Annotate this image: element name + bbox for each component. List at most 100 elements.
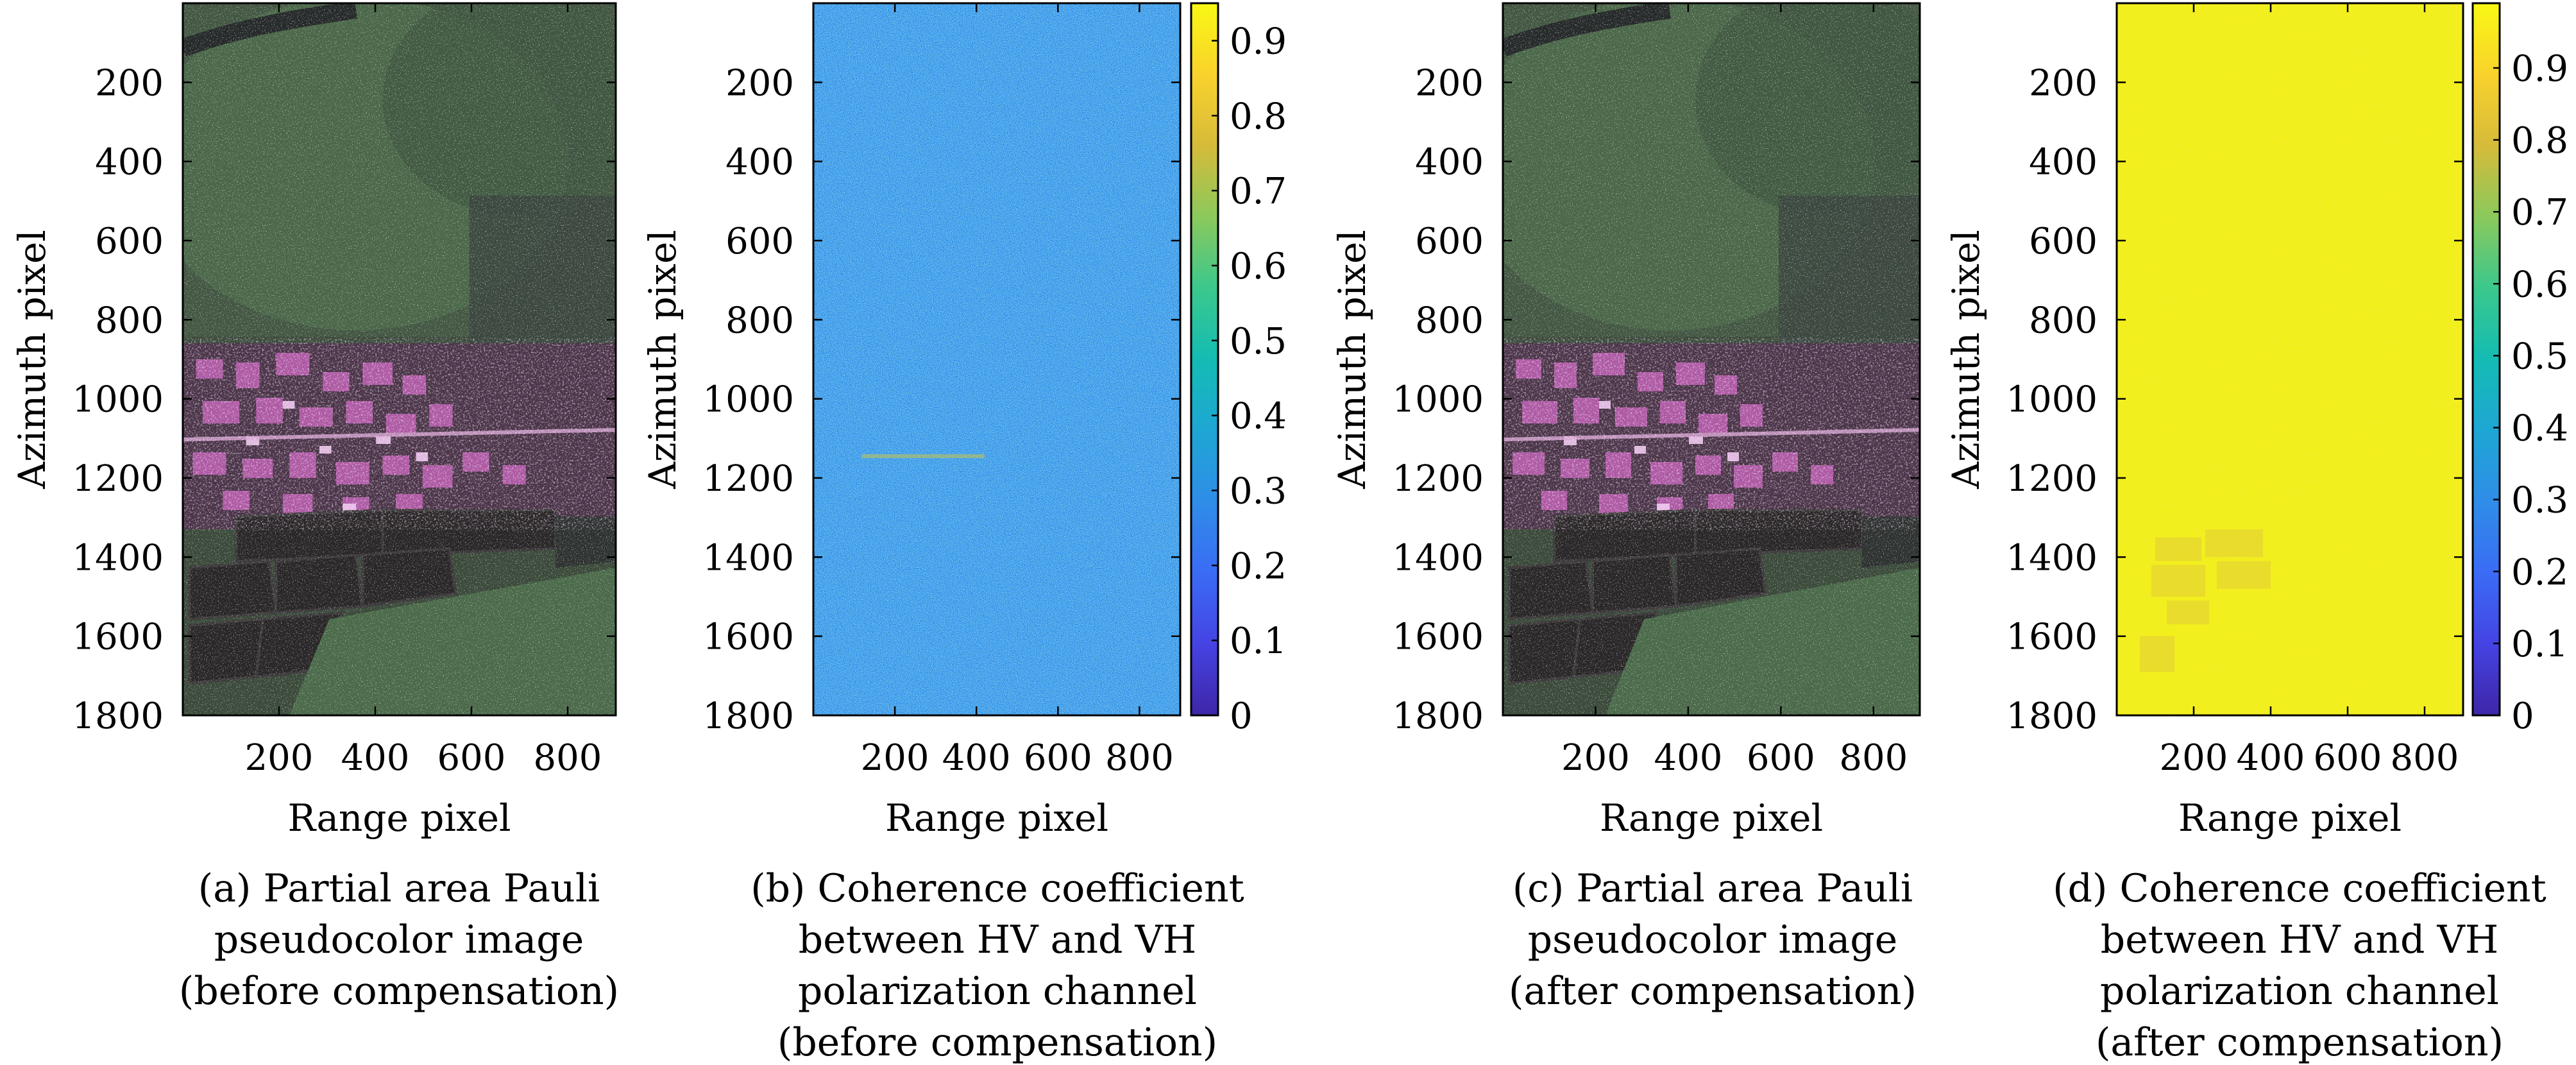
y-tick-label: 1600 [72,617,164,658]
colorbar-tick-label: 0.2 [2511,552,2568,593]
x-tick-label: 200 [861,737,929,779]
x-tick-label: 400 [341,737,410,779]
panel-d: 200 400 600 8002004006008001000120014001600… [1944,2,2568,1065]
panel-d-frame [2115,2,2464,717]
panel-a-caption: (a) Partial area Pauli pseudocolor image (… [179,866,619,1014]
panel-a-image [183,3,616,715]
caption-line: (a) Partial area Pauli [198,866,600,911]
caption-line: (after compensation) [1509,969,1917,1014]
y-axis-label: Azimuth pixel [641,230,684,490]
y-tick-label: 1200 [72,458,164,500]
y-tick-label: 800 [2029,300,2097,341]
y-tick-label: 1600 [702,617,794,658]
y-tick-label: 1400 [702,537,794,579]
y-axis-label: Azimuth pixel [10,230,54,490]
panel-d-caption: (d) Coherence coefficient between HV and … [2053,866,2546,1065]
caption-line: (c) Partial area Pauli [1513,866,1913,911]
y-tick-label: 200 [95,62,164,104]
x-tick-label: 400 [2237,737,2305,779]
y-tick-label: 800 [95,300,164,341]
colorbar-tick-label: 0.9 [1230,21,1287,62]
colorbar-tick-label: 0.5 [1230,321,1287,362]
y-tick-label: 600 [1415,221,1484,262]
y-tick-label: 200 [725,62,794,104]
y-axis-label: Azimuth pixel [1944,230,1988,490]
colorbar-tick-label: 0.6 [2511,264,2568,305]
y-tick-label: 400 [1415,142,1484,183]
x-tick-label: 600 [2314,737,2382,779]
y-tick-label: 800 [725,300,794,341]
colorbar-tick-label: 0.3 [1230,470,1287,512]
caption-line: between HV and VH [799,917,1196,962]
x-axis-label: Range pixel [2178,796,2402,840]
y-tick-label: 1600 [1392,617,1484,658]
x-axis-label: Range pixel [885,796,1108,840]
colorbar-tick-label: 0.1 [1230,620,1287,662]
y-tick-label: 1000 [2006,379,2097,421]
panel-a: 200 400 600 800 200 400 600 800 1000 1200 1400 1600… [10,2,619,1014]
y-tick-label: 1800 [2006,695,2097,737]
y-tick-label: 600 [2029,221,2097,262]
colorbar-tick-label: 0.9 [2511,48,2568,90]
y-tick-label: 1400 [72,537,164,579]
panel-b-caption: (b) Coherence coefficient between HV and … [750,866,1244,1065]
colorbar-tick-label: 0.8 [1230,96,1287,137]
colorbar-tick-label: 0.1 [2511,624,2568,665]
x-tick-label: 600 [1747,737,1815,779]
y-axis-label: Azimuth pixel [1330,230,1374,490]
caption-line: (b) Coherence coefficient [750,866,1244,911]
y-tick-label: 1200 [1392,458,1484,500]
x-tick-label: 200 [1561,737,1630,779]
colorbar-tick-label: 0 [1230,695,1253,737]
panel-b-image [813,3,1180,715]
x-tick-label: 200 [245,737,314,779]
caption-line: (before compensation) [777,1020,1217,1065]
caption-line: polarization channel [2100,969,2499,1014]
y-tick-label: 1800 [72,695,164,737]
colorbar-tick-label: 0.3 [2511,480,2568,522]
y-tick-label: 800 [1415,300,1484,341]
x-tick-label: 200 [2160,737,2228,779]
panel-b-frame [812,2,1182,717]
panel-b: 200 400 600 800 200 400 600 800 1000 1200 1400 1600… [641,2,1287,1065]
x-tick-label: 400 [1654,737,1722,779]
y-tick-label: 200 [2029,62,2097,104]
y-tick-label: 400 [725,142,794,183]
panel-a-frame [182,2,617,717]
y-tick-label: 1000 [702,379,794,421]
y-tick-label: 1800 [702,695,794,737]
colorbar-tick-label: 0 [2511,695,2534,737]
x-axis-label: Range pixel [1600,796,1823,840]
caption-line: (before compensation) [179,969,619,1014]
x-tick-label: 800 [2391,737,2459,779]
caption-line: pseudocolor image [214,917,584,962]
y-tick-label: 400 [95,142,164,183]
y-tick-label: 1000 [72,379,164,421]
panel-c: 200 400 600 800 200 400 600 800 1000 1200 1400 1600… [1330,2,1921,1014]
panel-b-colorbar: 0 0.1 0.2 0.3 0.4 0.5 0.6 0.7 0.8 0.9 [1190,2,1287,737]
y-tick-label: 1400 [2006,537,2097,579]
x-tick-label: 800 [1105,737,1174,779]
panel-d-colorbar: 0 0.1 0.2 0.3 0.4 0.5 0.6 0.7 0.8 0.9 [2471,2,2568,737]
caption-line: polarization channel [798,969,1197,1014]
caption-line: pseudocolor image [1528,917,1897,962]
y-tick-label: 400 [2029,142,2097,183]
x-tick-label: 800 [534,737,602,779]
x-tick-label: 600 [1024,737,1092,779]
colorbar-tick-label: 0.7 [1230,171,1287,212]
y-tick-label: 1200 [702,458,794,500]
colorbar-tick-label: 0.6 [1230,246,1287,287]
x-tick-label: 600 [437,737,506,779]
x-tick-label: 800 [1839,737,1908,779]
colorbar-tick-label: 0.4 [2511,408,2568,450]
y-tick-label: 1800 [1392,695,1484,737]
caption-line: (d) Coherence coefficient [2053,866,2546,911]
panel-c-image [1503,3,1920,715]
colorbar-tick-label: 0.4 [1230,396,1287,438]
y-tick-label: 1200 [2006,458,2097,500]
panel-d-image [2117,3,2463,715]
colorbar-tick-label: 0.8 [2511,120,2568,162]
colorbar-tick-label: 0.2 [1230,545,1287,587]
y-tick-label: 1400 [1392,537,1484,579]
